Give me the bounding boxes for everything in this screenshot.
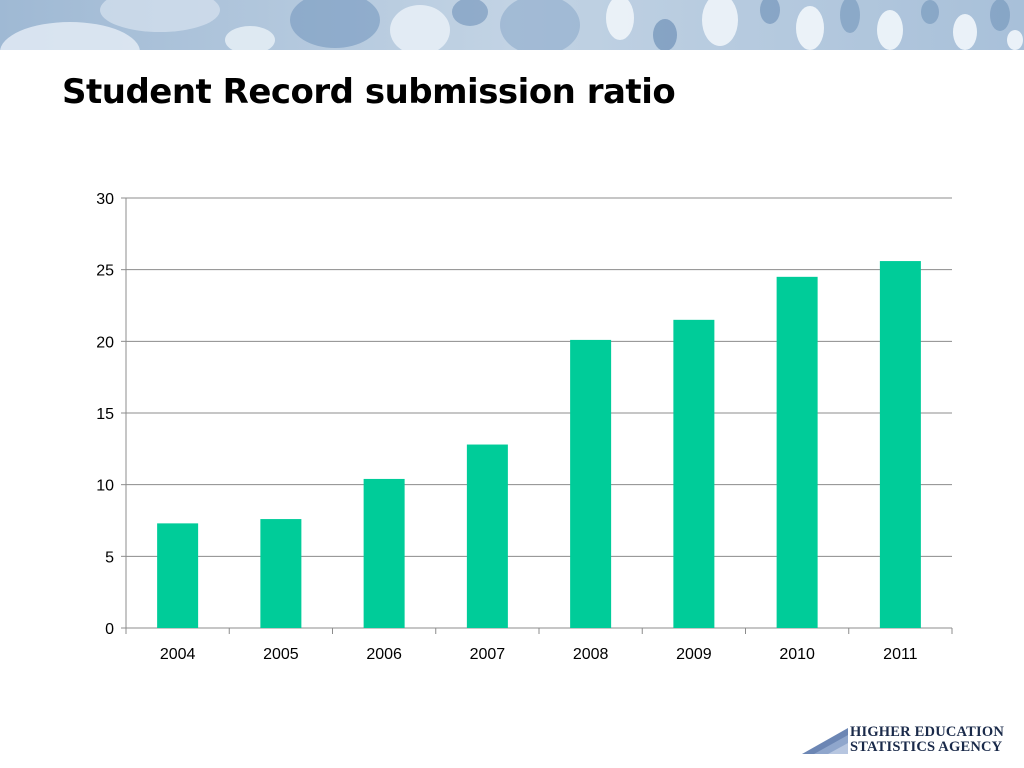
y-tick-label: 30 — [96, 191, 114, 208]
header-banner — [0, 0, 1024, 50]
bar-2010 — [776, 276, 818, 628]
x-tick-label: 2008 — [573, 646, 609, 663]
logo-line-1: HIGHER EDUCATION — [850, 724, 1004, 740]
x-tick-label: 2009 — [676, 646, 712, 663]
x-tick-label: 2004 — [160, 646, 196, 663]
bar-2004 — [157, 523, 199, 628]
logo-line-2: STATISTICS AGENCY — [850, 738, 1003, 755]
bar-2006 — [363, 478, 405, 628]
agency-logo: HIGHER EDUCATION STATISTICS AGENCY — [800, 724, 1015, 758]
y-tick-label: 20 — [96, 334, 114, 351]
y-tick-label: 15 — [96, 406, 114, 423]
banner-pattern — [0, 0, 1024, 50]
y-tick-label: 0 — [105, 621, 114, 638]
x-tick-label: 2011 — [883, 646, 918, 663]
y-tick-label: 10 — [96, 478, 114, 495]
bar-2009 — [673, 319, 715, 628]
bar-2008 — [570, 339, 612, 628]
x-tick-label: 2007 — [470, 646, 506, 663]
bar-2005 — [260, 519, 302, 628]
x-tick-label: 2010 — [779, 646, 815, 663]
logo-text: HIGHER EDUCATION STATISTICS AGENCY — [850, 725, 1004, 754]
bar-2007 — [466, 444, 508, 628]
y-tick-label: 5 — [105, 549, 114, 566]
y-tick-label: 25 — [96, 263, 114, 280]
x-tick-label: 2005 — [263, 646, 299, 663]
logo-mark-icon — [802, 728, 848, 754]
bar-2011 — [879, 261, 921, 628]
slide-title: Student Record submission ratio — [62, 72, 676, 112]
bar-chart: 0 5 10 15 20 25 30 2004 2005 2006 2007 2008 2009 2010… — [96, 191, 953, 663]
x-tick-label: 2006 — [366, 646, 402, 663]
